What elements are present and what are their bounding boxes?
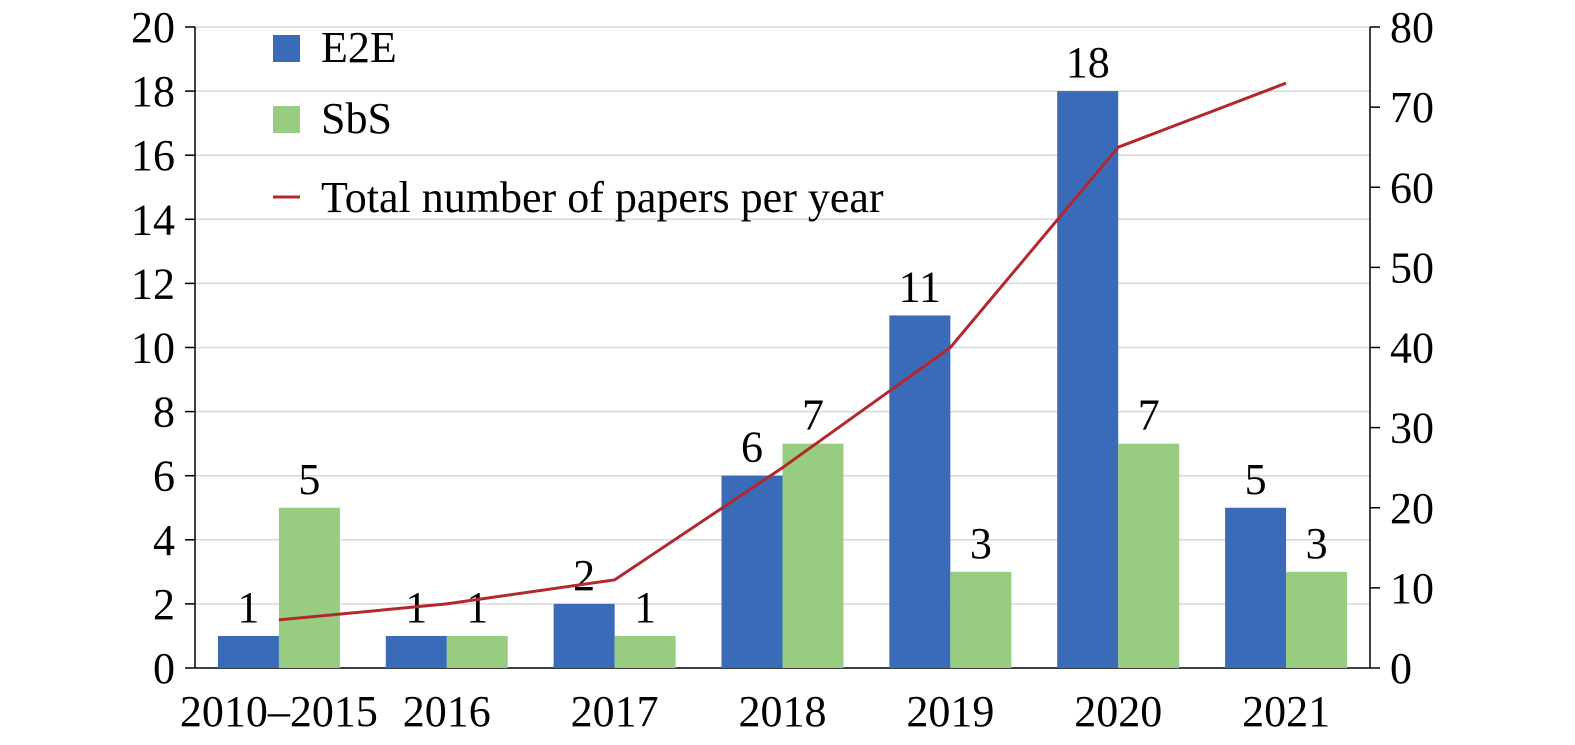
bar-sbs	[1286, 571, 1348, 668]
data-label: 3	[970, 519, 992, 568]
data-label: 1	[237, 583, 259, 632]
left-axis-tick-label: 14	[131, 195, 175, 244]
bar-e2e	[1057, 91, 1119, 669]
left-axis-tick-label: 2	[153, 580, 175, 629]
left-axis-tick-label: 0	[153, 644, 175, 693]
data-label: 1	[466, 583, 488, 632]
right-axis-tick-label: 10	[1390, 564, 1434, 613]
left-axis-tick-label: 20	[131, 3, 175, 52]
right-axis-tick-label: 40	[1390, 324, 1434, 373]
legend-label: Total number of papers per year	[321, 173, 884, 222]
left-axis-tick-label: 8	[153, 388, 175, 437]
legend-swatch-sbs	[273, 106, 300, 133]
bar-sbs	[1118, 443, 1180, 668]
left-axis-tick-label: 16	[131, 131, 175, 180]
x-axis-tick-label: 2018	[739, 687, 827, 736]
data-label: 7	[802, 391, 824, 440]
right-axis-tick-label: 70	[1390, 83, 1434, 132]
bar-sbs	[950, 571, 1012, 668]
data-label: 7	[1138, 391, 1160, 440]
line-total-papers	[278, 81, 1287, 622]
right-axis-tick-label: 30	[1390, 404, 1434, 453]
x-axis-tick-label: 2016	[403, 687, 491, 736]
x-axis-tick-label: 2020	[1074, 687, 1162, 736]
bar-e2e	[385, 635, 447, 668]
bar-e2e	[1225, 507, 1287, 668]
data-label: 5	[298, 455, 320, 504]
data-label: 5	[1245, 455, 1267, 504]
left-axis-tick-label: 10	[131, 324, 175, 373]
data-label: 2	[573, 551, 595, 600]
data-label: 18	[1066, 38, 1110, 87]
data-label: 3	[1306, 519, 1328, 568]
bar-sbs	[782, 443, 844, 668]
bar-sbs	[446, 635, 508, 668]
data-label: 6	[741, 423, 763, 472]
legend-label: E2E	[321, 23, 397, 72]
right-axis-tick-label: 80	[1390, 3, 1434, 52]
legend-label: SbS	[321, 94, 392, 143]
x-axis-tick-label: 2010–2015	[180, 687, 378, 736]
right-axis-tick-label: 50	[1390, 243, 1434, 292]
left-axis-tick-label: 18	[131, 67, 175, 116]
bar-e2e	[217, 635, 279, 668]
left-axis-tick-label: 6	[153, 452, 175, 501]
left-axis-tick-label: 12	[131, 259, 175, 308]
x-axis-tick-label: 2021	[1242, 687, 1330, 736]
bar-sbs	[278, 507, 340, 668]
bar-e2e	[889, 315, 951, 668]
bar-e2e	[553, 603, 615, 668]
right-axis-tick-label: 0	[1390, 644, 1412, 693]
left-axis-tick-label: 4	[153, 516, 175, 565]
right-axis-tick-label: 20	[1390, 484, 1434, 533]
x-axis-tick-label: 2017	[571, 687, 659, 736]
x-axis-tick-label: 2019	[906, 687, 994, 736]
data-label: 1	[634, 583, 656, 632]
bar-sbs	[614, 635, 676, 668]
bar-e2e	[721, 475, 783, 668]
legend-swatch-e2e	[273, 35, 300, 62]
data-label: 11	[899, 262, 941, 311]
right-axis-tick-label: 60	[1390, 163, 1434, 212]
